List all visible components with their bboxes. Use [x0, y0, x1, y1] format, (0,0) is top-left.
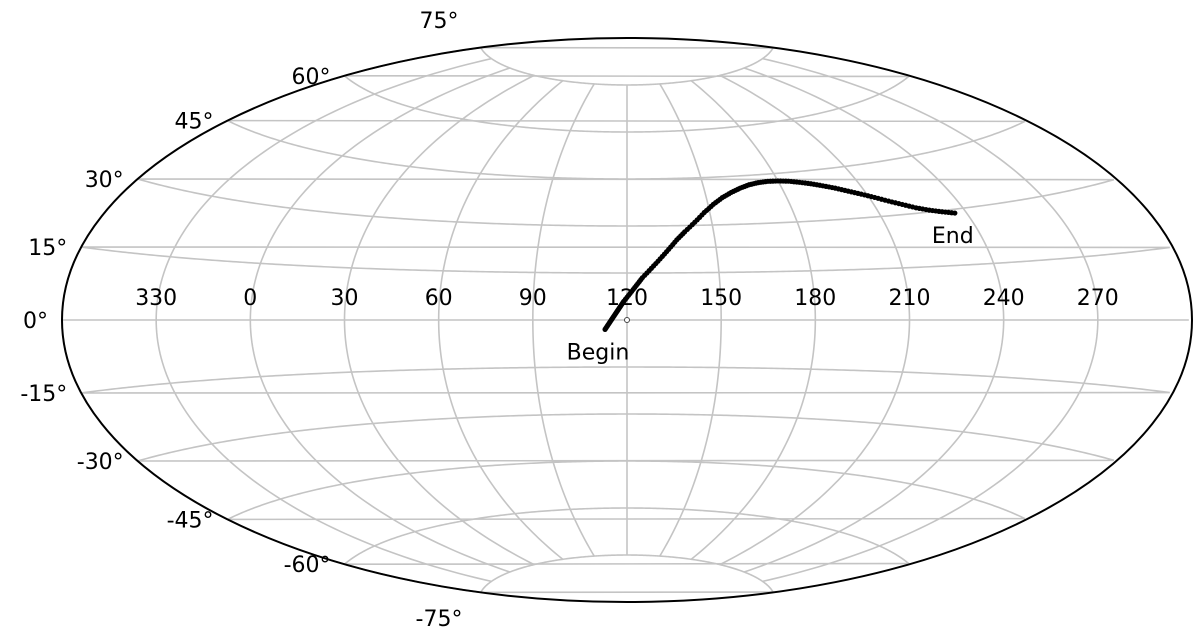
parallel-gridline — [137, 413, 1115, 462]
latitude-tick-label: -60° — [284, 553, 331, 578]
latitude-tick-label: 15° — [28, 236, 67, 261]
parallel-gridline — [343, 74, 911, 133]
map-boundary — [61, 37, 1193, 603]
parallel-gridline — [480, 46, 775, 86]
longitude-tick-label: 240 — [983, 286, 1025, 311]
parallel-gridline — [81, 366, 1170, 394]
latitude-tick-label: 75° — [420, 9, 459, 34]
latitude-tick-label: -30° — [77, 450, 124, 475]
latitude-tick-label: -75° — [416, 607, 463, 632]
longitude-tick-label: 210 — [889, 286, 931, 311]
latitude-tick-label: 45° — [175, 110, 214, 135]
end-annotation: End — [932, 224, 974, 249]
longitude-tick-label: 30 — [331, 286, 359, 311]
center-marker — [624, 317, 630, 323]
latitude-tick-label: 0° — [23, 309, 48, 334]
parallel-gridline — [343, 507, 911, 566]
parallel-gridline — [480, 554, 775, 594]
parallel-gridline — [227, 119, 1026, 180]
parallel-gridline — [81, 246, 1170, 274]
begin-annotation: Begin — [567, 340, 630, 365]
longitude-tick-label: 0 — [243, 286, 257, 311]
longitude-tick-label: 90 — [519, 286, 547, 311]
parallel-gridline — [137, 178, 1115, 227]
latitude-tick-label: -45° — [167, 508, 214, 533]
longitude-tick-label: 150 — [700, 286, 742, 311]
latitude-tick-label: -15° — [20, 382, 67, 407]
latitude-tick-label: 30° — [85, 168, 124, 193]
longitude-tick-label: 60 — [425, 286, 453, 311]
latitude-tick-label: 60° — [292, 65, 331, 90]
longitude-tick-label: 330 — [135, 286, 177, 311]
longitude-tick-label: 270 — [1077, 286, 1119, 311]
data-point — [952, 210, 958, 216]
longitude-tick-label: 180 — [794, 286, 836, 311]
